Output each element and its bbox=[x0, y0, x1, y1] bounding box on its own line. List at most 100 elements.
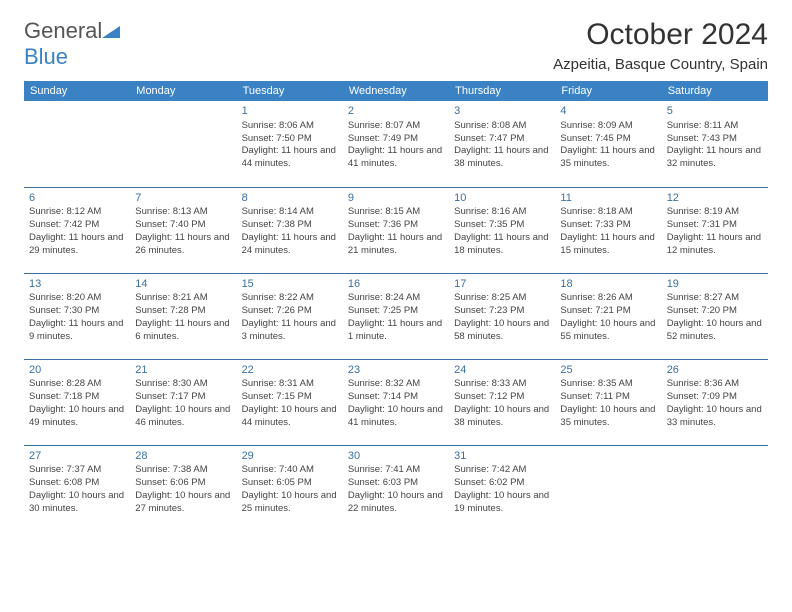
daylight-text: Daylight: 10 hours and 46 minutes. bbox=[135, 404, 231, 430]
calendar-cell: 26Sunrise: 8:36 AMSunset: 7:09 PMDayligh… bbox=[662, 359, 768, 445]
sunrise-text: Sunrise: 8:24 AM bbox=[348, 292, 444, 305]
calendar-cell: 11Sunrise: 8:18 AMSunset: 7:33 PMDayligh… bbox=[555, 187, 661, 273]
sunset-text: Sunset: 7:21 PM bbox=[560, 305, 656, 318]
sunrise-text: Sunrise: 8:25 AM bbox=[454, 292, 550, 305]
sunset-text: Sunset: 7:20 PM bbox=[667, 305, 763, 318]
daylight-text: Daylight: 10 hours and 41 minutes. bbox=[348, 404, 444, 430]
calendar-cell bbox=[24, 101, 130, 187]
page-title: October 2024 bbox=[553, 18, 768, 52]
daylight-text: Daylight: 10 hours and 27 minutes. bbox=[135, 490, 231, 516]
sunset-text: Sunset: 7:33 PM bbox=[560, 219, 656, 232]
daylight-text: Daylight: 10 hours and 30 minutes. bbox=[29, 490, 125, 516]
calendar-cell bbox=[662, 445, 768, 531]
daylight-text: Daylight: 11 hours and 21 minutes. bbox=[348, 232, 444, 258]
sunset-text: Sunset: 6:03 PM bbox=[348, 477, 444, 490]
sunset-text: Sunset: 7:50 PM bbox=[242, 133, 338, 146]
calendar-cell: 15Sunrise: 8:22 AMSunset: 7:26 PMDayligh… bbox=[237, 273, 343, 359]
day-number: 19 bbox=[667, 277, 763, 292]
calendar-table: Sunday Monday Tuesday Wednesday Thursday… bbox=[24, 81, 768, 531]
day-number: 13 bbox=[29, 277, 125, 292]
daylight-text: Daylight: 11 hours and 24 minutes. bbox=[242, 232, 338, 258]
sunrise-text: Sunrise: 8:32 AM bbox=[348, 378, 444, 391]
day-number: 30 bbox=[348, 449, 444, 464]
sunrise-text: Sunrise: 7:41 AM bbox=[348, 464, 444, 477]
daylight-text: Daylight: 10 hours and 25 minutes. bbox=[242, 490, 338, 516]
day-number: 4 bbox=[560, 104, 656, 119]
calendar-cell: 30Sunrise: 7:41 AMSunset: 6:03 PMDayligh… bbox=[343, 445, 449, 531]
sunset-text: Sunset: 6:08 PM bbox=[29, 477, 125, 490]
sunrise-text: Sunrise: 8:09 AM bbox=[560, 120, 656, 133]
day-number: 1 bbox=[242, 104, 338, 119]
calendar-cell: 22Sunrise: 8:31 AMSunset: 7:15 PMDayligh… bbox=[237, 359, 343, 445]
sunrise-text: Sunrise: 8:08 AM bbox=[454, 120, 550, 133]
daylight-text: Daylight: 11 hours and 18 minutes. bbox=[454, 232, 550, 258]
sunrise-text: Sunrise: 8:12 AM bbox=[29, 206, 125, 219]
calendar-cell: 14Sunrise: 8:21 AMSunset: 7:28 PMDayligh… bbox=[130, 273, 236, 359]
sunrise-text: Sunrise: 7:37 AM bbox=[29, 464, 125, 477]
calendar-cell: 6Sunrise: 8:12 AMSunset: 7:42 PMDaylight… bbox=[24, 187, 130, 273]
sunset-text: Sunset: 7:25 PM bbox=[348, 305, 444, 318]
calendar-cell: 16Sunrise: 8:24 AMSunset: 7:25 PMDayligh… bbox=[343, 273, 449, 359]
sunset-text: Sunset: 7:35 PM bbox=[454, 219, 550, 232]
dayhead-mon: Monday bbox=[130, 81, 236, 101]
sunrise-text: Sunrise: 8:36 AM bbox=[667, 378, 763, 391]
day-number: 29 bbox=[242, 449, 338, 464]
day-number: 15 bbox=[242, 277, 338, 292]
sunrise-text: Sunrise: 8:22 AM bbox=[242, 292, 338, 305]
sunrise-text: Sunrise: 8:15 AM bbox=[348, 206, 444, 219]
calendar-cell bbox=[130, 101, 236, 187]
sunset-text: Sunset: 7:12 PM bbox=[454, 391, 550, 404]
sunset-text: Sunset: 7:31 PM bbox=[667, 219, 763, 232]
sunrise-text: Sunrise: 8:21 AM bbox=[135, 292, 231, 305]
calendar-cell: 28Sunrise: 7:38 AMSunset: 6:06 PMDayligh… bbox=[130, 445, 236, 531]
daylight-text: Daylight: 11 hours and 9 minutes. bbox=[29, 318, 125, 344]
calendar-cell: 9Sunrise: 8:15 AMSunset: 7:36 PMDaylight… bbox=[343, 187, 449, 273]
sunrise-text: Sunrise: 8:18 AM bbox=[560, 206, 656, 219]
sunset-text: Sunset: 7:28 PM bbox=[135, 305, 231, 318]
daylight-text: Daylight: 10 hours and 38 minutes. bbox=[454, 404, 550, 430]
sunset-text: Sunset: 7:23 PM bbox=[454, 305, 550, 318]
calendar-body: 1Sunrise: 8:06 AMSunset: 7:50 PMDaylight… bbox=[24, 101, 768, 531]
calendar-cell: 4Sunrise: 8:09 AMSunset: 7:45 PMDaylight… bbox=[555, 101, 661, 187]
daylight-text: Daylight: 10 hours and 55 minutes. bbox=[560, 318, 656, 344]
day-number: 17 bbox=[454, 277, 550, 292]
day-number: 9 bbox=[348, 191, 444, 206]
dayhead-sun: Sunday bbox=[24, 81, 130, 101]
calendar-row: 6Sunrise: 8:12 AMSunset: 7:42 PMDaylight… bbox=[24, 187, 768, 273]
sunrise-text: Sunrise: 8:19 AM bbox=[667, 206, 763, 219]
sunset-text: Sunset: 7:43 PM bbox=[667, 133, 763, 146]
daylight-text: Daylight: 10 hours and 52 minutes. bbox=[667, 318, 763, 344]
calendar-cell: 12Sunrise: 8:19 AMSunset: 7:31 PMDayligh… bbox=[662, 187, 768, 273]
day-number: 12 bbox=[667, 191, 763, 206]
daylight-text: Daylight: 11 hours and 3 minutes. bbox=[242, 318, 338, 344]
calendar-cell: 25Sunrise: 8:35 AMSunset: 7:11 PMDayligh… bbox=[555, 359, 661, 445]
day-number: 5 bbox=[667, 104, 763, 119]
calendar-cell: 27Sunrise: 7:37 AMSunset: 6:08 PMDayligh… bbox=[24, 445, 130, 531]
daylight-text: Daylight: 11 hours and 44 minutes. bbox=[242, 145, 338, 171]
logo-text-b: Blue bbox=[24, 44, 68, 69]
calendar-cell: 5Sunrise: 8:11 AMSunset: 7:43 PMDaylight… bbox=[662, 101, 768, 187]
day-number: 10 bbox=[454, 191, 550, 206]
sunrise-text: Sunrise: 8:30 AM bbox=[135, 378, 231, 391]
dayhead-tue: Tuesday bbox=[237, 81, 343, 101]
day-number: 24 bbox=[454, 363, 550, 378]
sunrise-text: Sunrise: 8:06 AM bbox=[242, 120, 338, 133]
sunset-text: Sunset: 7:18 PM bbox=[29, 391, 125, 404]
day-number: 22 bbox=[242, 363, 338, 378]
sunset-text: Sunset: 6:05 PM bbox=[242, 477, 338, 490]
day-number: 26 bbox=[667, 363, 763, 378]
sunrise-text: Sunrise: 8:33 AM bbox=[454, 378, 550, 391]
sunset-text: Sunset: 7:15 PM bbox=[242, 391, 338, 404]
dayhead-row: Sunday Monday Tuesday Wednesday Thursday… bbox=[24, 81, 768, 101]
sunset-text: Sunset: 7:40 PM bbox=[135, 219, 231, 232]
calendar-row: 27Sunrise: 7:37 AMSunset: 6:08 PMDayligh… bbox=[24, 445, 768, 531]
sunset-text: Sunset: 7:38 PM bbox=[242, 219, 338, 232]
sunrise-text: Sunrise: 7:38 AM bbox=[135, 464, 231, 477]
calendar-cell: 1Sunrise: 8:06 AMSunset: 7:50 PMDaylight… bbox=[237, 101, 343, 187]
calendar-cell: 3Sunrise: 8:08 AMSunset: 7:47 PMDaylight… bbox=[449, 101, 555, 187]
calendar-cell: 10Sunrise: 8:16 AMSunset: 7:35 PMDayligh… bbox=[449, 187, 555, 273]
daylight-text: Daylight: 11 hours and 41 minutes. bbox=[348, 145, 444, 171]
sunrise-text: Sunrise: 8:35 AM bbox=[560, 378, 656, 391]
calendar-cell: 23Sunrise: 8:32 AMSunset: 7:14 PMDayligh… bbox=[343, 359, 449, 445]
day-number: 2 bbox=[348, 104, 444, 119]
